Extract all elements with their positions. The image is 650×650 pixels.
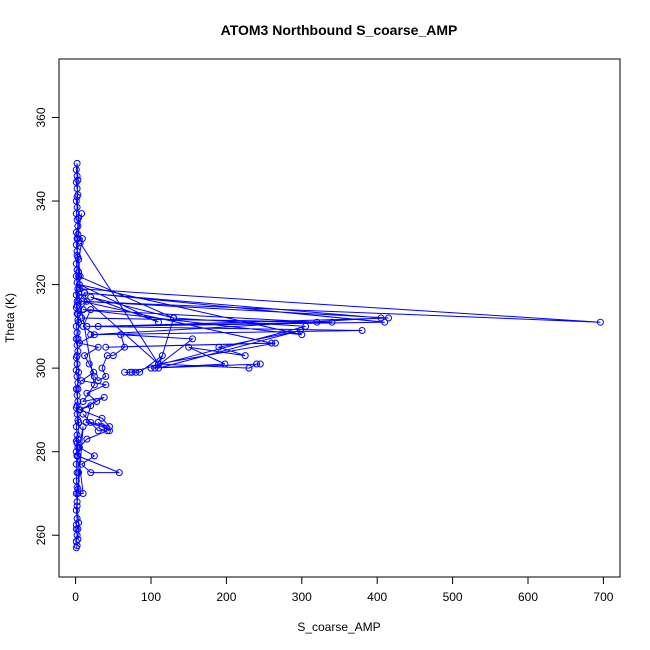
y-tick-label: 280 bbox=[34, 441, 48, 461]
plot-layer bbox=[73, 160, 603, 550]
x-tick-label: 200 bbox=[216, 590, 236, 604]
chart-title: ATOM3 Northbound S_coarse_AMP bbox=[221, 22, 458, 38]
x-axis-label: S_coarse_AMP bbox=[297, 620, 380, 634]
x-tick-label: 100 bbox=[141, 590, 161, 604]
x-axis: 0 100 200 300 400 500 600 700 bbox=[72, 577, 613, 604]
x-tick-label: 600 bbox=[518, 590, 538, 604]
x-tick-label: 500 bbox=[443, 590, 463, 604]
y-tick-label: 340 bbox=[34, 191, 48, 211]
y-axis-label: Theta (K) bbox=[3, 293, 17, 343]
y-tick-label: 360 bbox=[34, 107, 48, 127]
y-tick-label: 320 bbox=[34, 274, 48, 294]
x-tick-label: 0 bbox=[72, 590, 79, 604]
y-axis: 260 280 300 320 340 360 bbox=[34, 107, 59, 545]
series-line bbox=[77, 214, 600, 494]
y-tick-label: 300 bbox=[34, 358, 48, 378]
y-tick-label: 260 bbox=[34, 525, 48, 545]
x-tick-label: 400 bbox=[367, 590, 387, 604]
x-tick-label: 700 bbox=[593, 590, 613, 604]
x-tick-label: 300 bbox=[292, 590, 312, 604]
